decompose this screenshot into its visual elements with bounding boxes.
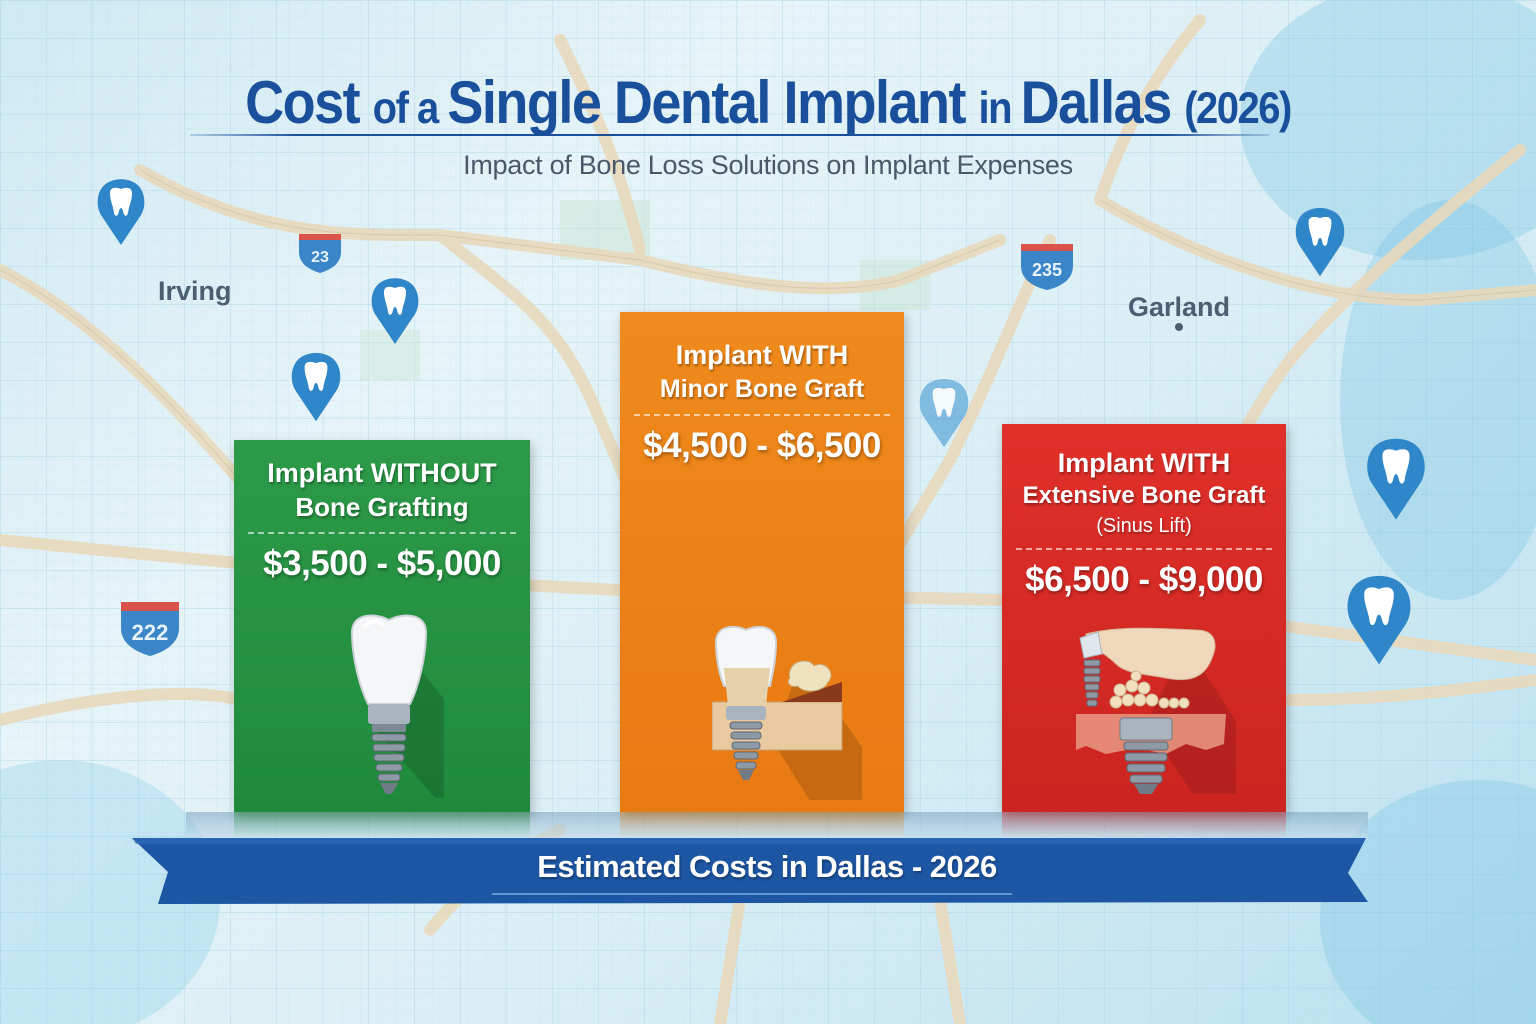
highway-shield-icon: 222 <box>121 602 179 656</box>
title-part: (2026) <box>1184 83 1292 134</box>
bar-reflection <box>234 812 530 838</box>
tooth-location-pin-icon <box>1347 575 1411 665</box>
title-part: Dallas <box>1020 69 1185 137</box>
footer-ribbon <box>132 838 1368 904</box>
implant-sinus-lift-icon <box>1076 627 1236 794</box>
tooth-location-pin-icon <box>919 378 969 448</box>
bar-implant-extensive-graft: Implant WITH Extensive Bone Graft (Sinus… <box>1002 424 1286 812</box>
page-title: Cost of a Single Dental Implant in Dalla… <box>0 68 1536 137</box>
bar-title: Implant WITH <box>1057 448 1231 478</box>
city-label-irving: Irving <box>158 276 232 306</box>
svg-text:222: 222 <box>132 620 169 645</box>
bar-divider <box>634 414 890 416</box>
page-subtitle: Impact of Bone Loss Solutions on Implant… <box>463 150 1073 180</box>
title-part: Cost <box>245 69 373 137</box>
implant-crown-icon <box>350 614 444 798</box>
bar-implant-minor-graft: Implant WITH Minor Bone Graft $4,500 - $… <box>620 312 904 812</box>
title-part: in <box>978 83 1021 134</box>
highway-shield-icon: 235 <box>1021 244 1073 290</box>
bar-price: $6,500 - $9,000 <box>1025 560 1263 599</box>
tooth-location-pin-icon <box>291 352 341 422</box>
title-divider <box>190 134 1270 136</box>
implant-minor-graft-icon <box>712 625 862 800</box>
tooth-location-pin-icon <box>1367 438 1425 520</box>
city-label-garland: Garland <box>1128 292 1231 322</box>
bar-subtitle: Extensive Bone Graft <box>1022 482 1266 509</box>
bar-divider <box>248 532 516 534</box>
highway-shield-icon: 23 <box>299 234 341 273</box>
tooth-location-pin-icon <box>97 179 145 245</box>
tooth-location-pin-icon <box>371 278 419 344</box>
bar-price: $3,500 - $5,000 <box>263 544 501 583</box>
bar-reflection <box>620 812 904 838</box>
title-part: of a <box>372 83 448 134</box>
footer-ribbon-label: Estimated Costs in Dallas - 2026 <box>537 849 997 884</box>
bar-price: $4,500 - $6,500 <box>643 426 881 465</box>
bar-subtitle: Bone Grafting <box>295 492 469 522</box>
bar-reflection <box>1002 812 1286 838</box>
chart-baseline-shelf <box>186 812 1368 840</box>
bar-divider <box>1016 548 1272 550</box>
bar-implant-without-graft: Implant WITHOUT Bone Grafting $3,500 - $… <box>234 440 530 812</box>
svg-text:23: 23 <box>311 249 329 266</box>
bar-subtitle: Minor Bone Graft <box>659 375 865 403</box>
title-part: Single Dental Implant <box>447 69 979 137</box>
city-marker-dot <box>1175 323 1183 331</box>
bar-note: (Sinus Lift) <box>1096 515 1192 537</box>
svg-text:235: 235 <box>1032 260 1062 280</box>
bar-title: Implant WITHOUT <box>267 458 497 488</box>
tooth-location-pin-icon <box>1295 207 1345 277</box>
bar-title: Implant WITH <box>675 340 849 370</box>
